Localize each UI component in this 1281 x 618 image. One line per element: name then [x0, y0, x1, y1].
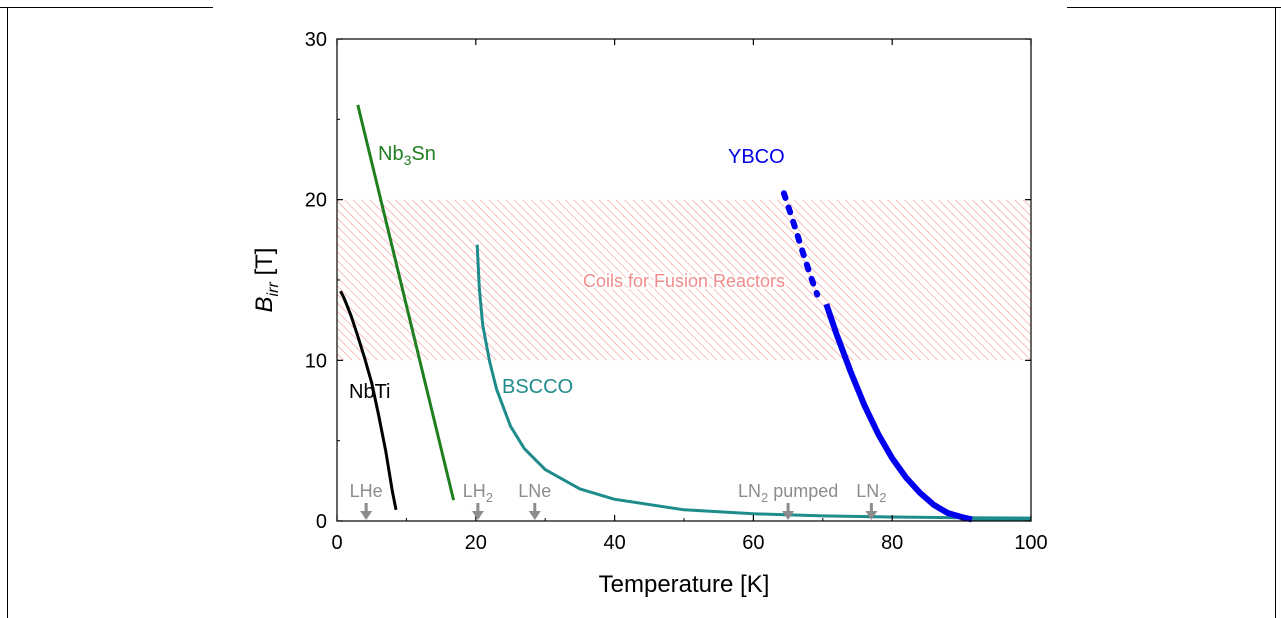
- series-nb3sn-line: [356, 104, 456, 501]
- temp-marker-arrow-head: [865, 511, 878, 520]
- x-tick-label: 40: [603, 532, 625, 554]
- temp-marker-label: LN2 pumped: [738, 481, 838, 505]
- temp-marker-label: LHe: [350, 481, 383, 501]
- frame-top-left-rule: [0, 7, 213, 8]
- x-tick-label: 60: [742, 532, 764, 554]
- y-tick-label: 0: [316, 511, 327, 533]
- temp-marker-arrow-head: [528, 511, 541, 520]
- x-tick-label: 20: [465, 532, 487, 554]
- x-axis-title: Temperature [K]: [599, 571, 770, 598]
- series-label-bscco: BSCCO: [502, 376, 573, 398]
- temp-marker-label: LN2: [856, 481, 886, 505]
- x-tick-label: 100: [1014, 532, 1047, 554]
- series-bscco-line: [475, 244, 1032, 520]
- series-ybco-dashed-line: [780, 190, 821, 298]
- temp-marker-arrow-head: [360, 511, 373, 520]
- frame-left-rule: [7, 7, 8, 618]
- y-axis-title: Birr [T]: [251, 248, 282, 313]
- x-tick-label: 0: [331, 532, 342, 554]
- series-ybco-line: [823, 303, 973, 523]
- temp-marker-label: LH2: [463, 481, 493, 505]
- y-tick-label: 10: [305, 350, 327, 372]
- series-label-nbti: NbTi: [349, 381, 390, 403]
- frame-top-right-rule: [1067, 7, 1281, 8]
- x-tick-label: 80: [881, 532, 903, 554]
- y-tick-label: 30: [305, 29, 327, 51]
- series-label-nb3sn: Nb3Sn: [378, 143, 436, 168]
- y-tick-label: 20: [305, 190, 327, 212]
- fusion-band-label: Coils for Fusion Reactors: [583, 271, 785, 291]
- fusion-band: [337, 199, 1031, 361]
- series-nbti-line: [339, 290, 398, 511]
- frame-right-rule: [1275, 7, 1276, 618]
- series-label-ybco: YBCO: [728, 146, 785, 168]
- temp-marker-arrow-head: [782, 511, 795, 520]
- temp-marker-arrow-head: [471, 511, 484, 520]
- temp-marker-label: LNe: [518, 481, 551, 501]
